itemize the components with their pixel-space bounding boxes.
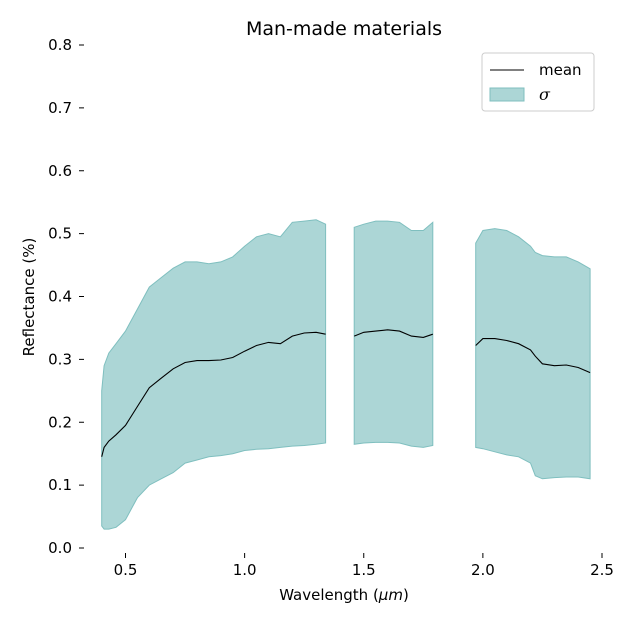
x-axis-label-close: ) [403, 586, 409, 604]
mean-lines [101, 329, 591, 457]
x-tick-label: 1.5 [352, 561, 376, 579]
x-axis-label-unit: μm [378, 586, 403, 604]
sigma-bands [101, 219, 591, 530]
y-tick-label: 0.1 [48, 476, 72, 494]
y-tick-label: 0.6 [48, 162, 72, 180]
mean-line-3 [475, 338, 591, 374]
y-tick-label: 0.7 [48, 99, 72, 117]
sigma-band-1 [101, 219, 327, 530]
y-tick-label: 0.5 [48, 225, 72, 243]
y-tick-label: 0.4 [48, 288, 72, 306]
y-axis-label: Reflectance (%) [20, 238, 38, 357]
legend-mean-label: mean [539, 61, 582, 79]
x-tick-label: 0.5 [114, 561, 138, 579]
y-tick-label: 0.8 [48, 36, 72, 54]
y-tick-label: 0.0 [48, 539, 72, 557]
legend: mean σ [481, 52, 595, 112]
y-tick-label: 0.2 [48, 413, 72, 431]
x-tick-label: 2.0 [471, 561, 495, 579]
legend-sigma-label: σ [539, 85, 551, 104]
x-axis-label-text: Wavelength ( [279, 586, 379, 604]
x-tick-label: 1.0 [233, 561, 257, 579]
legend-sigma-swatch [489, 87, 525, 102]
mean-line-1 [101, 331, 326, 457]
sigma-band-2 [353, 220, 434, 448]
chart-title: Man-made materials [246, 18, 442, 40]
mean-line-2 [353, 329, 433, 338]
x-axis: 0.5 1.0 1.5 2.0 2.5 [114, 553, 614, 579]
x-tick-label: 2.5 [590, 561, 614, 579]
y-axis: 0.0 0.1 0.2 0.3 0.4 0.5 0.6 0.7 0.8 [48, 36, 84, 557]
y-tick-label: 0.3 [48, 350, 72, 368]
x-axis-label: Wavelength (μm) [279, 586, 409, 604]
